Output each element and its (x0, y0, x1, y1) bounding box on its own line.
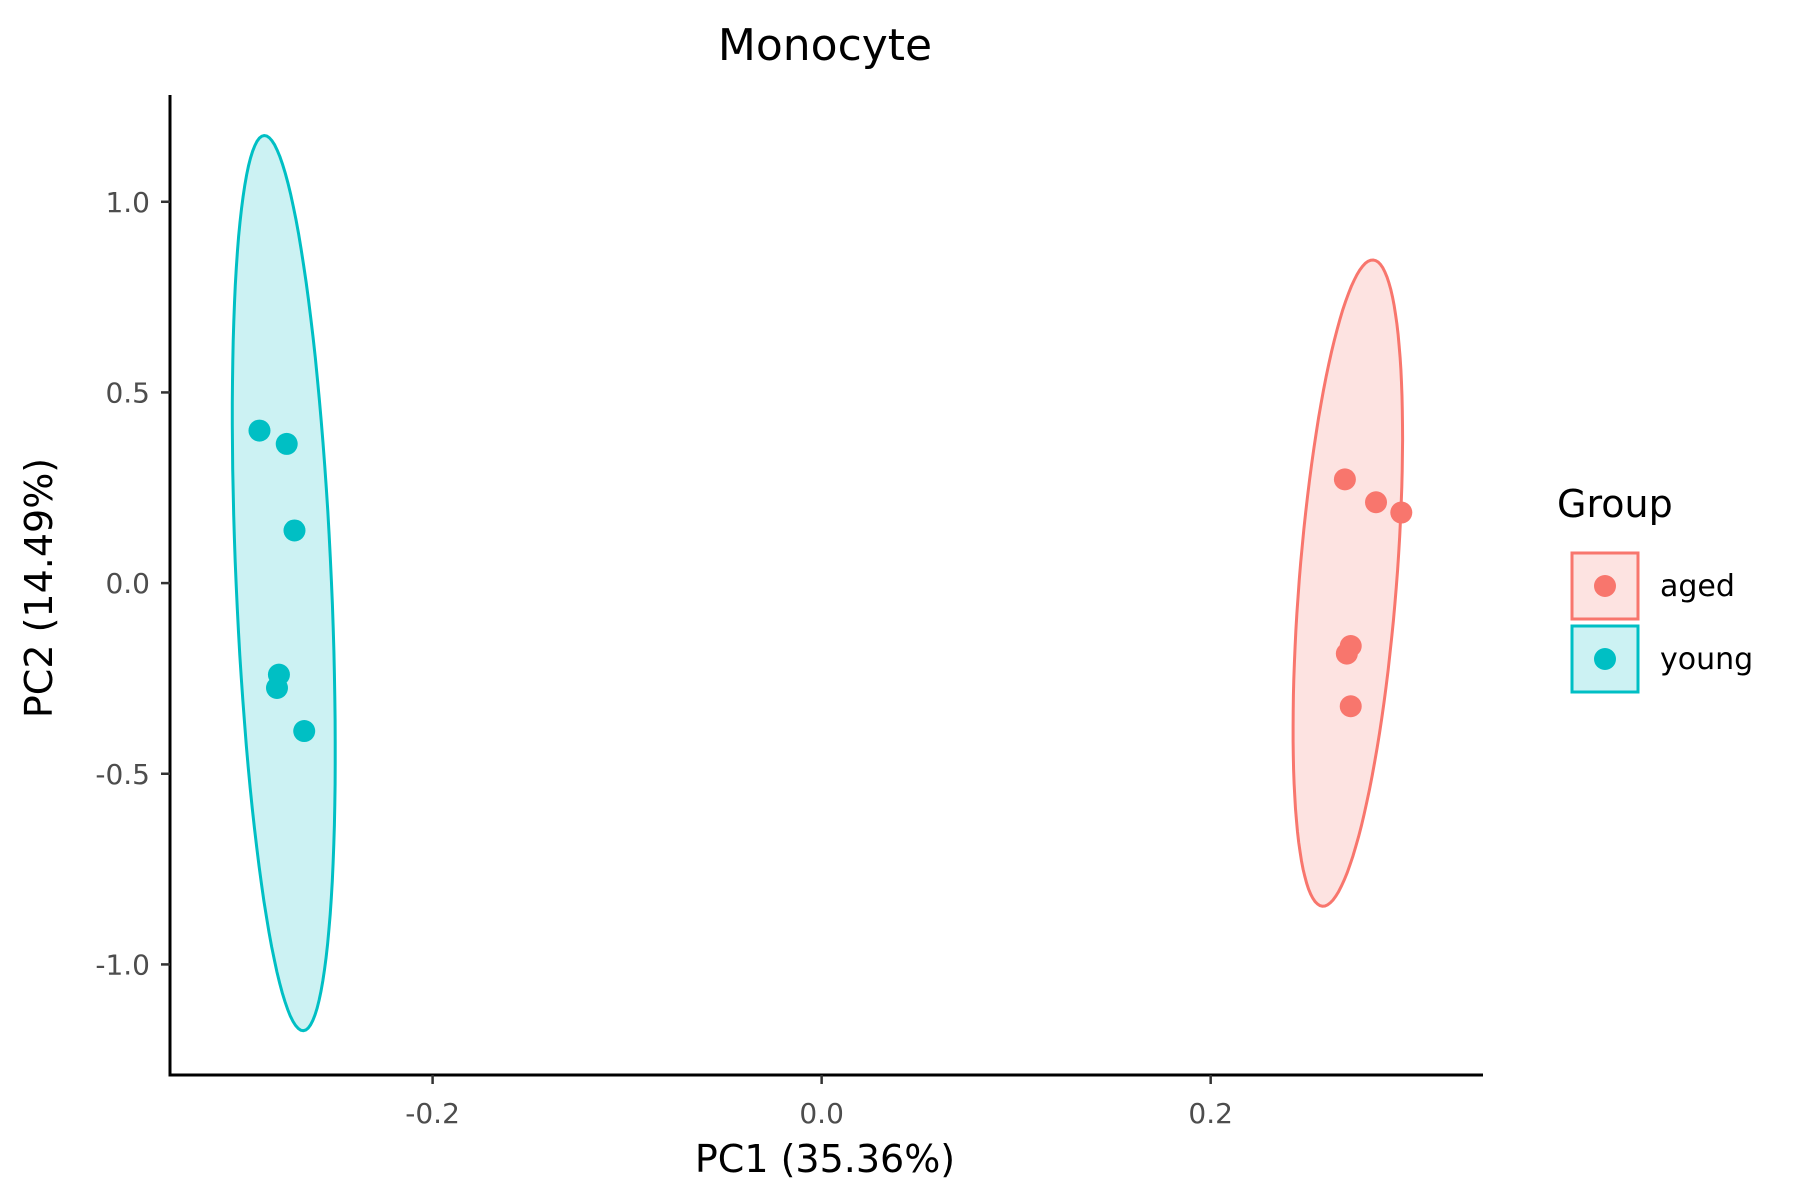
confidence-ellipses (230, 133, 1405, 1033)
y-tick-label: -1.0 (95, 948, 150, 981)
x-tick-label: 0.2 (1188, 1097, 1233, 1130)
point-young (248, 419, 271, 442)
y-tick-label: 1.0 (105, 186, 150, 219)
legend-label-aged: aged (1660, 569, 1735, 604)
ellipse-aged (1291, 258, 1405, 908)
point-aged (1390, 501, 1413, 524)
y-tick-label: 0.5 (105, 376, 150, 409)
legend-point-young (1594, 648, 1616, 670)
legend-title: Group (1557, 482, 1673, 526)
x-tick-label: -0.2 (405, 1097, 460, 1130)
axes: -0.2 0.0 0.2 -1.0 -0.5 0.0 0.5 1.0 (95, 95, 1483, 1130)
point-young (283, 519, 306, 542)
ellipse-young (230, 133, 337, 1033)
point-aged (1365, 491, 1388, 514)
x-axis-ticks: -0.2 0.0 0.2 (405, 1075, 1233, 1130)
y-tick-label: -0.5 (95, 758, 150, 791)
point-aged (1339, 695, 1362, 718)
data-points (248, 419, 1413, 743)
y-axis-title: PC2 (14.49%) (17, 458, 61, 718)
y-axis-ticks: -1.0 -0.5 0.0 0.5 1.0 (95, 186, 170, 981)
chart-title: Monocyte (718, 20, 932, 71)
point-young (293, 720, 316, 743)
legend: Group aged young (1557, 482, 1753, 694)
x-tick-label: 0.0 (799, 1097, 844, 1130)
point-aged (1333, 468, 1356, 491)
point-young (265, 676, 288, 699)
legend-point-aged (1594, 575, 1616, 597)
legend-label-young: young (1660, 642, 1753, 677)
y-tick-label: 0.0 (105, 567, 150, 600)
x-axis-title: PC1 (35.36%) (695, 1137, 955, 1181)
legend-items: aged young (1570, 551, 1753, 694)
point-aged (1335, 642, 1358, 665)
point-young (275, 432, 298, 455)
